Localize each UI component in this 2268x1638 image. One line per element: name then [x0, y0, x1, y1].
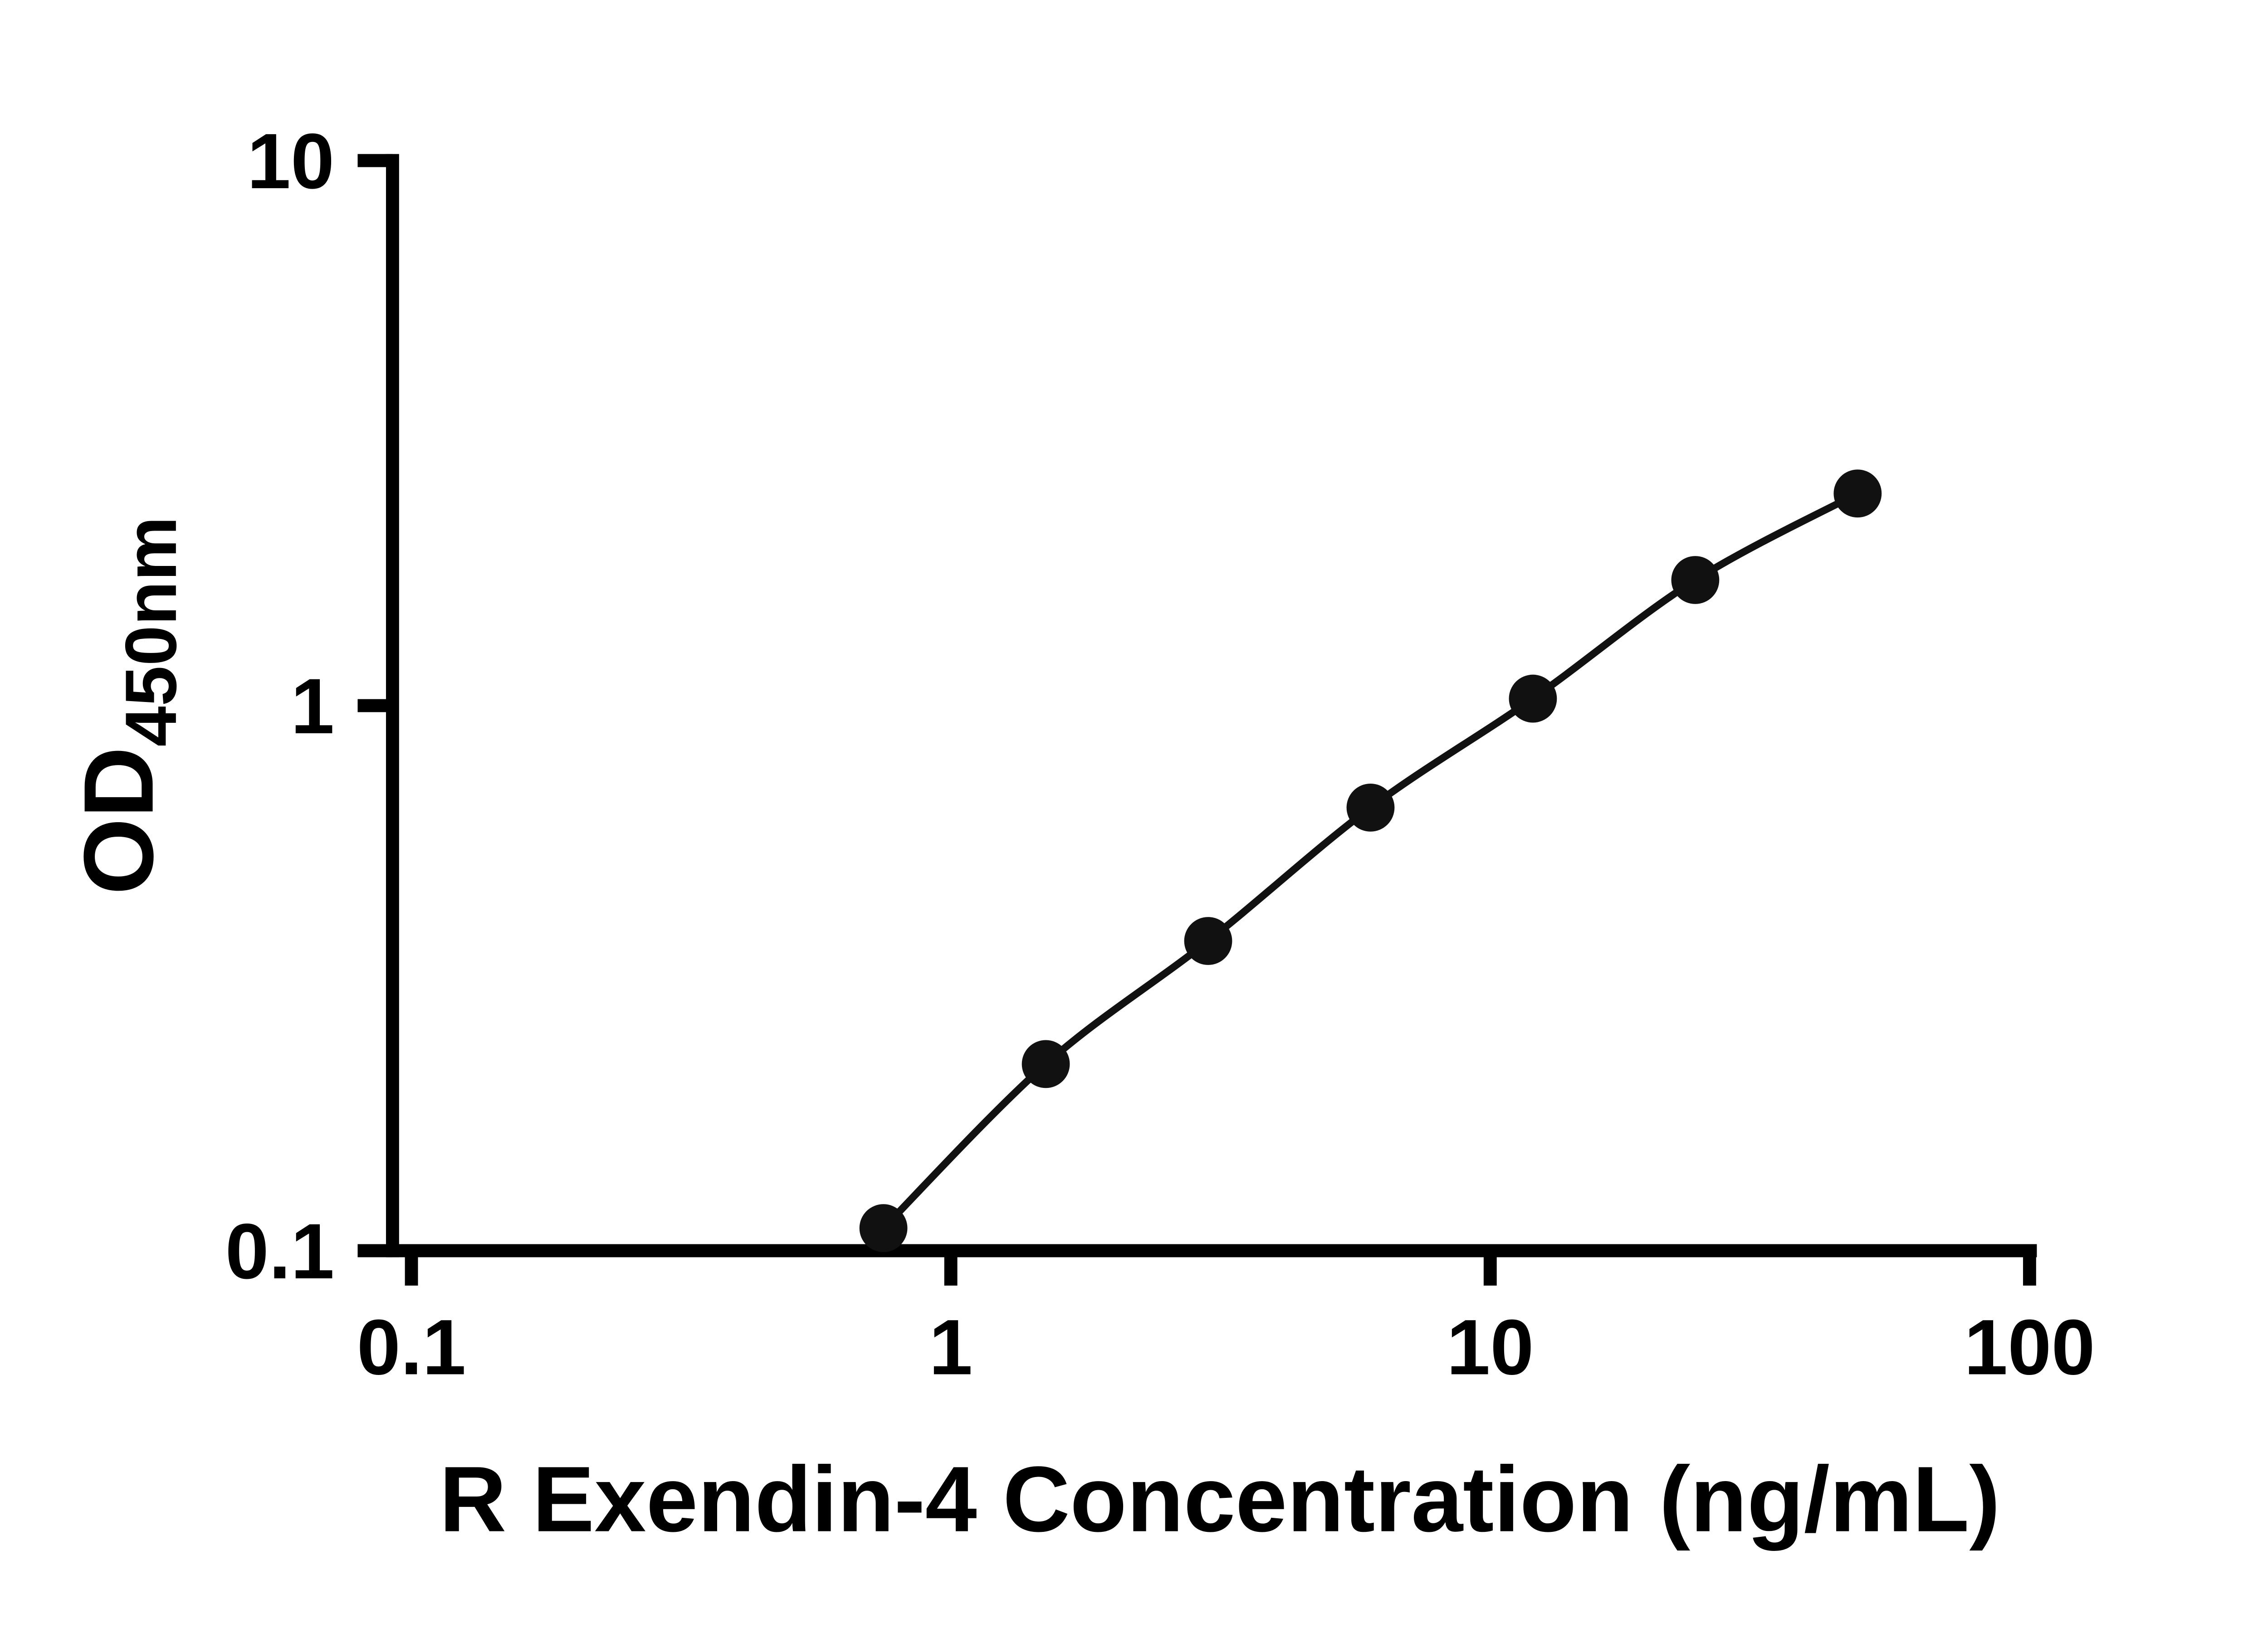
series-layer [859, 469, 1882, 1253]
data-point [1184, 917, 1232, 965]
axes: 0.1 1 10 100 0.1 1 10 [225, 117, 2095, 1391]
x-tick-label: 100 [1964, 1303, 2095, 1391]
y-tick-label: 10 [247, 117, 335, 205]
y-tick-label: 1 [291, 662, 334, 750]
data-point [859, 1204, 908, 1253]
data-point [1022, 1040, 1070, 1088]
data-point [1671, 556, 1720, 604]
y-tick-label: 0.1 [225, 1207, 335, 1295]
data-point [1509, 674, 1557, 723]
x-tick-label: 10 [1447, 1303, 1534, 1391]
x-tick-label: 1 [929, 1303, 973, 1391]
data-point [1346, 783, 1395, 832]
standard-curve-line [880, 490, 1860, 1231]
x-axis-title: R Exendin-4 Concentration (ng/mL) [439, 1448, 2000, 1551]
x-tick-label: 0.1 [357, 1303, 466, 1391]
y-axis-title-sub: 450nm [110, 517, 191, 747]
y-axis-title: OD450nm [64, 517, 191, 895]
y-axis-title-main: OD [64, 746, 174, 895]
data-point [1833, 469, 1882, 518]
